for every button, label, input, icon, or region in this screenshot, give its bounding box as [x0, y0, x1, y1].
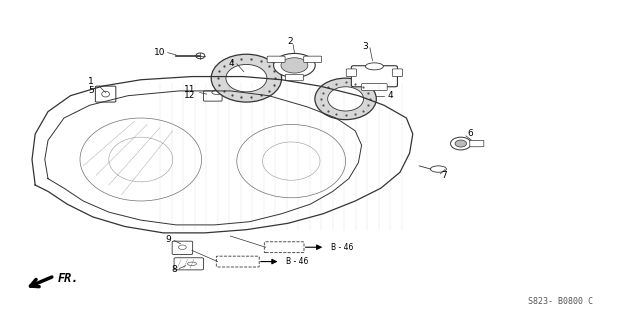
Ellipse shape — [281, 58, 308, 73]
FancyBboxPatch shape — [174, 258, 204, 270]
FancyBboxPatch shape — [267, 56, 285, 63]
FancyBboxPatch shape — [304, 56, 322, 63]
FancyBboxPatch shape — [346, 69, 356, 77]
Ellipse shape — [328, 87, 364, 111]
FancyBboxPatch shape — [362, 84, 387, 91]
Text: 2: 2 — [288, 37, 293, 46]
FancyBboxPatch shape — [392, 69, 403, 77]
Ellipse shape — [274, 54, 316, 77]
FancyBboxPatch shape — [285, 74, 303, 81]
FancyBboxPatch shape — [351, 66, 397, 87]
Text: 5: 5 — [88, 86, 94, 95]
Text: B - 46: B - 46 — [286, 257, 308, 266]
Ellipse shape — [179, 245, 186, 249]
Ellipse shape — [315, 78, 376, 120]
Ellipse shape — [365, 63, 383, 70]
FancyBboxPatch shape — [470, 140, 484, 147]
Ellipse shape — [455, 140, 467, 147]
Ellipse shape — [196, 53, 205, 59]
Text: FR.: FR. — [58, 272, 79, 285]
Ellipse shape — [226, 64, 267, 92]
Text: B - 46: B - 46 — [331, 243, 353, 252]
Ellipse shape — [102, 91, 109, 97]
Text: 8: 8 — [171, 265, 177, 274]
Text: 4: 4 — [228, 59, 234, 68]
Ellipse shape — [188, 262, 196, 265]
Ellipse shape — [451, 137, 471, 150]
Text: 10: 10 — [154, 48, 165, 57]
FancyBboxPatch shape — [204, 91, 222, 101]
FancyBboxPatch shape — [264, 242, 304, 253]
Text: 12: 12 — [184, 91, 195, 100]
Text: 7: 7 — [442, 171, 447, 180]
Text: 9: 9 — [166, 235, 172, 244]
Text: 6: 6 — [467, 130, 473, 138]
FancyBboxPatch shape — [172, 241, 193, 255]
Ellipse shape — [431, 166, 447, 172]
Ellipse shape — [212, 91, 222, 94]
Text: 11: 11 — [184, 85, 195, 94]
Text: 4: 4 — [387, 91, 393, 100]
Text: S823- B0800 C: S823- B0800 C — [527, 297, 593, 306]
Text: 1: 1 — [88, 77, 94, 86]
Text: 3: 3 — [362, 42, 368, 51]
FancyBboxPatch shape — [216, 256, 259, 267]
Ellipse shape — [211, 54, 282, 102]
FancyBboxPatch shape — [95, 86, 116, 102]
